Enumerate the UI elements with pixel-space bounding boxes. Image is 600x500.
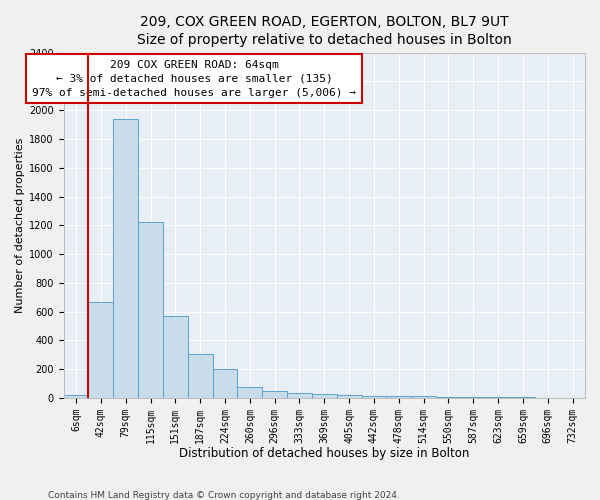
- Title: 209, COX GREEN ROAD, EGERTON, BOLTON, BL7 9UT
Size of property relative to detac: 209, COX GREEN ROAD, EGERTON, BOLTON, BL…: [137, 15, 512, 48]
- Bar: [386, 396, 411, 398]
- Bar: [262, 390, 287, 398]
- Bar: [212, 369, 238, 398]
- Bar: [411, 396, 436, 398]
- Bar: [287, 393, 312, 398]
- Bar: [436, 396, 461, 398]
- Bar: [461, 397, 485, 398]
- Y-axis label: Number of detached properties: Number of detached properties: [15, 138, 25, 313]
- Bar: [163, 316, 188, 398]
- X-axis label: Distribution of detached houses by size in Bolton: Distribution of detached houses by size …: [179, 447, 470, 460]
- Bar: [64, 395, 88, 398]
- Bar: [238, 387, 262, 398]
- Bar: [138, 222, 163, 398]
- Text: Contains HM Land Registry data © Crown copyright and database right 2024.: Contains HM Land Registry data © Crown c…: [48, 490, 400, 500]
- Bar: [113, 119, 138, 398]
- Bar: [88, 302, 113, 398]
- Text: 209 COX GREEN ROAD: 64sqm
← 3% of detached houses are smaller (135)
97% of semi-: 209 COX GREEN ROAD: 64sqm ← 3% of detach…: [32, 60, 356, 98]
- Bar: [362, 396, 386, 398]
- Bar: [188, 354, 212, 398]
- Bar: [337, 395, 362, 398]
- Bar: [312, 394, 337, 398]
